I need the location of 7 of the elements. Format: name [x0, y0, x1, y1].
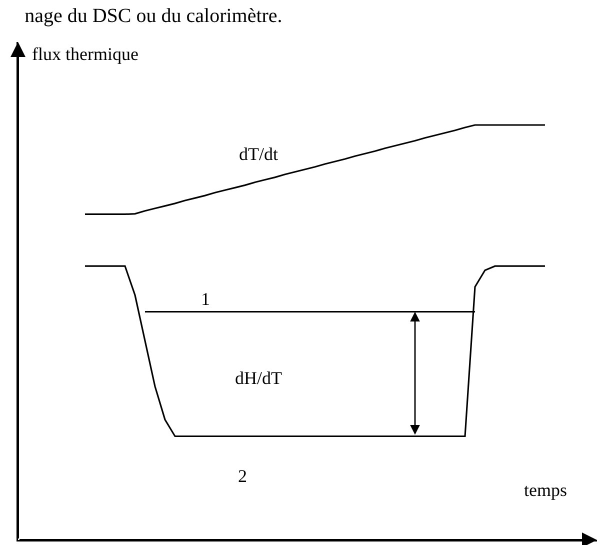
annotation: dH/dT [235, 368, 282, 388]
series-label: dT/dt [239, 144, 278, 164]
y-axis-title: flux thermique [32, 44, 138, 64]
chart-title: nage du DSC ou du calorimètre. [24, 5, 282, 28]
series-label: 1 [201, 289, 210, 309]
series-label: 2 [238, 466, 247, 486]
x-axis-title: temps [524, 480, 567, 500]
